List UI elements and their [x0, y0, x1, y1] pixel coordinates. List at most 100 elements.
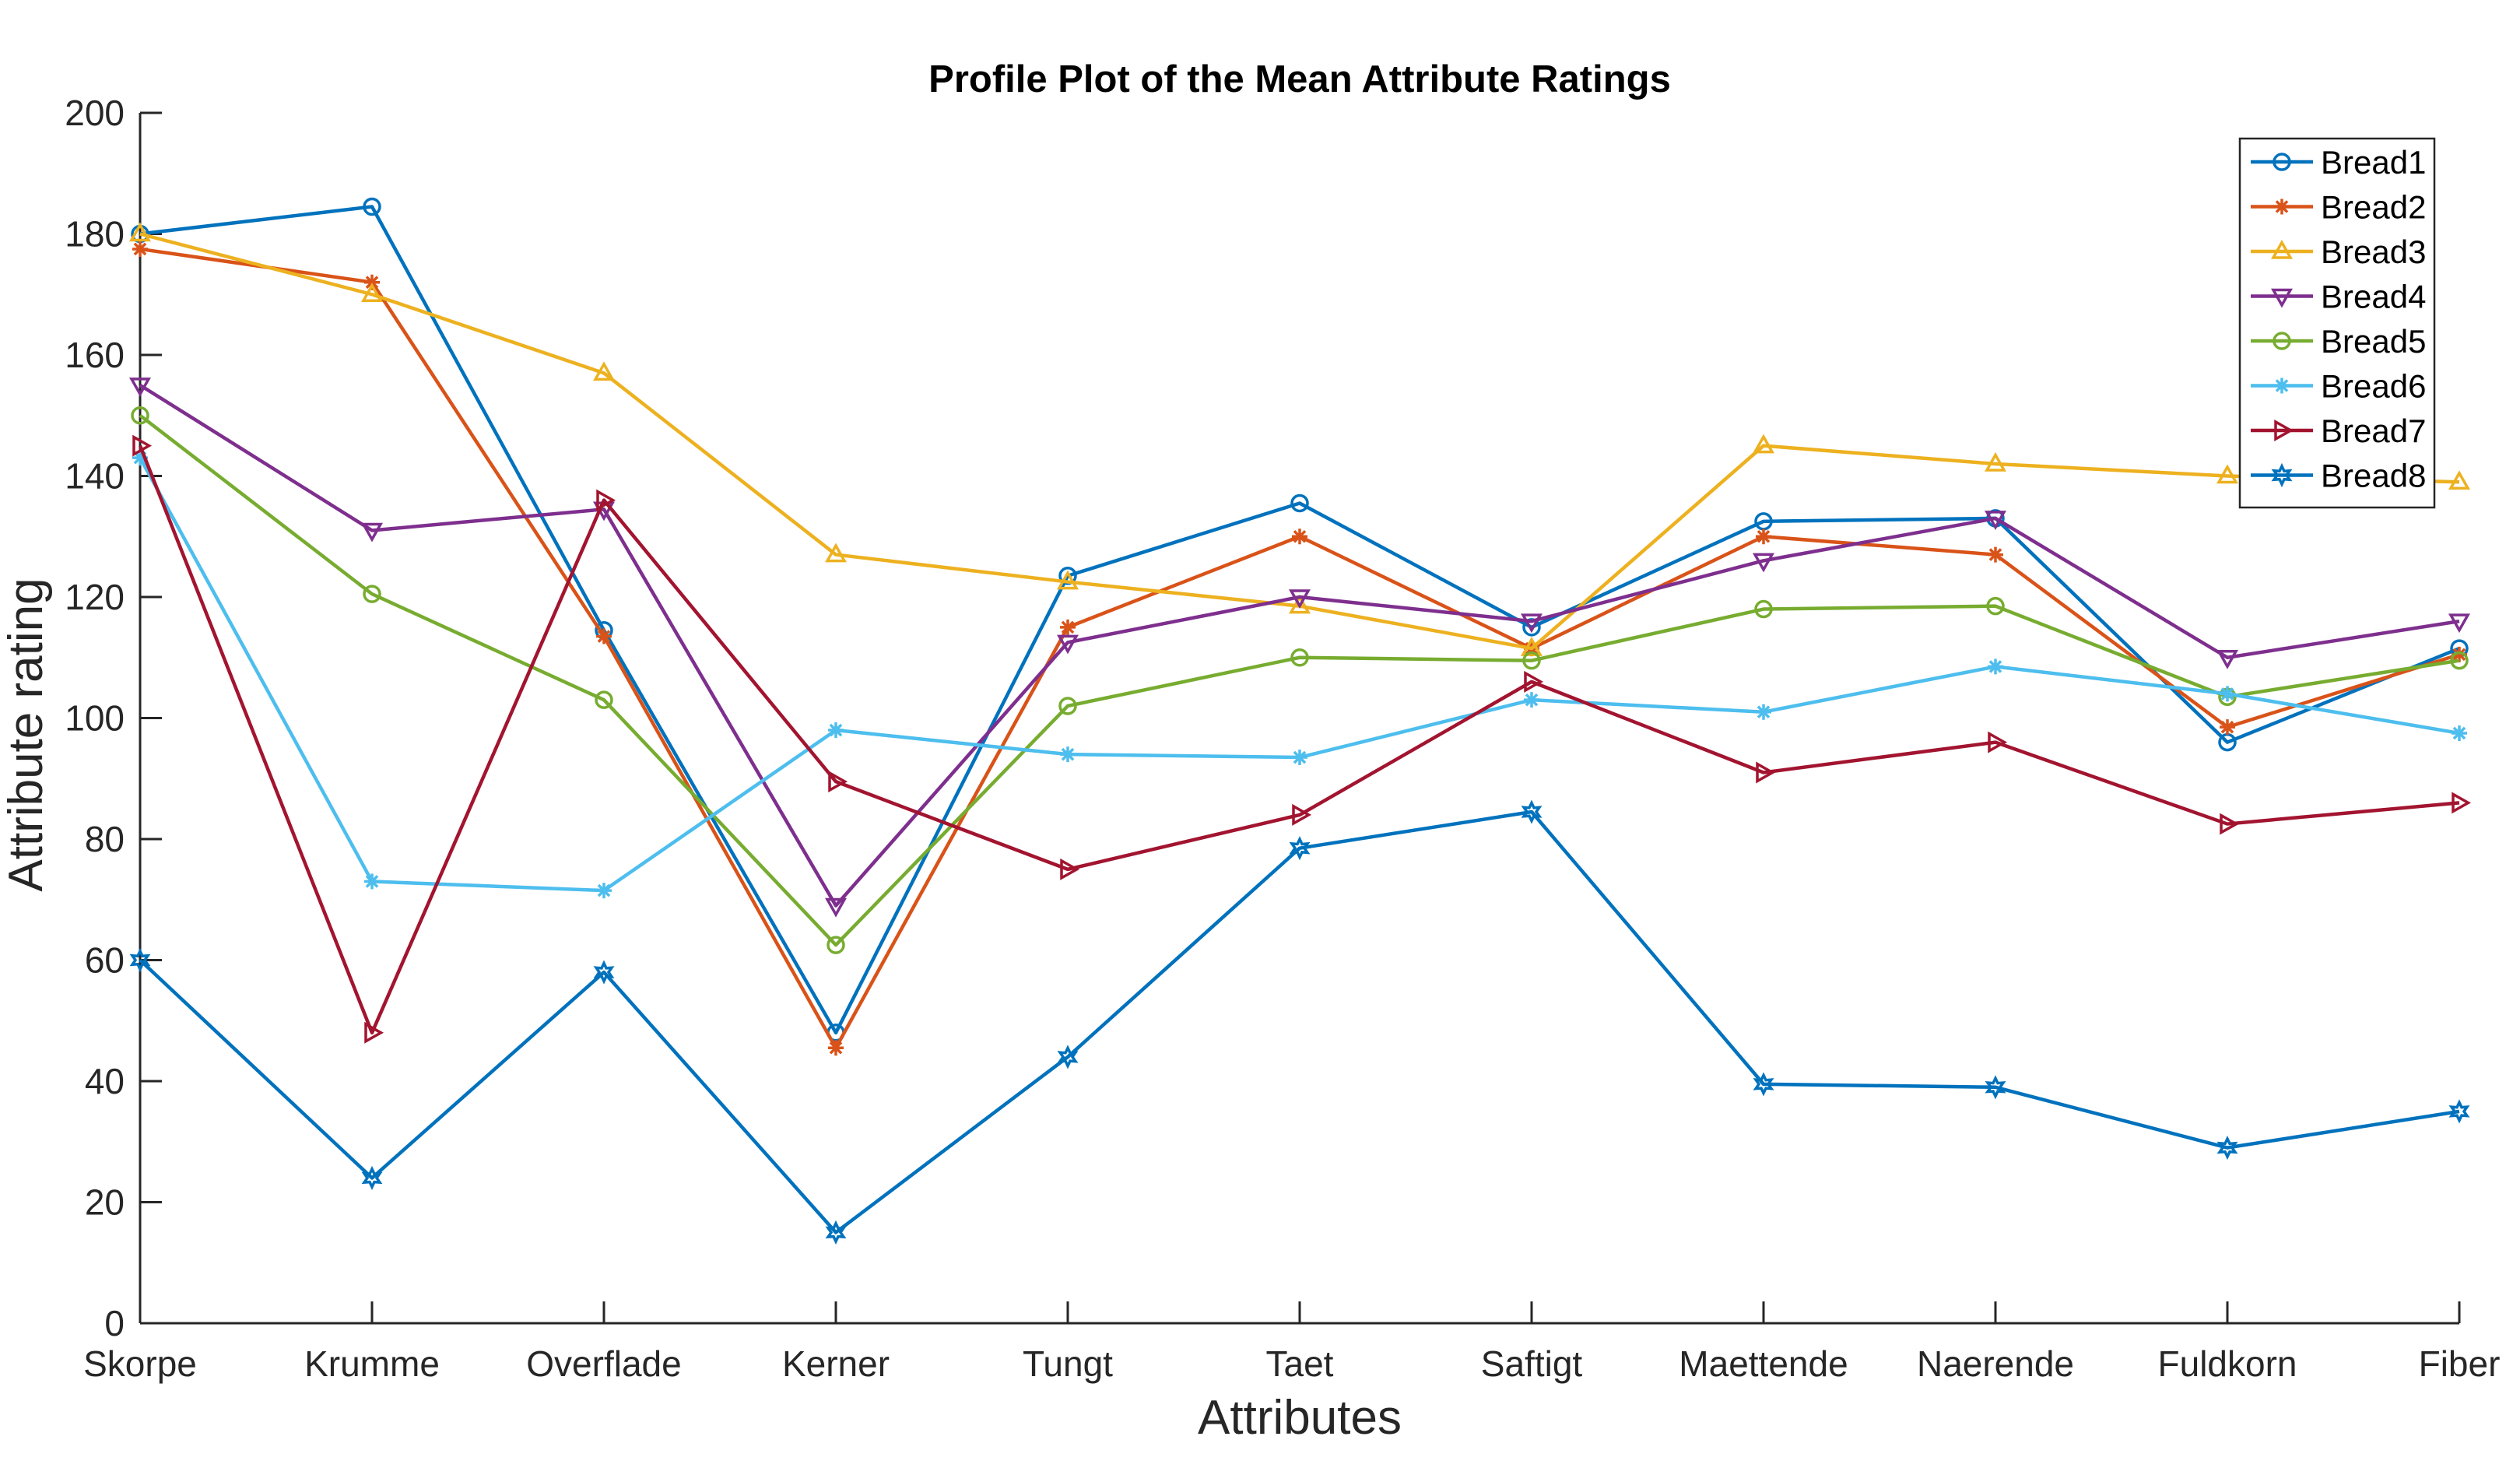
legend-item-bread4: Bread4 — [2251, 279, 2426, 315]
x-tick-label: Taet — [1266, 1343, 1334, 1384]
data-point — [1057, 634, 1079, 655]
data-point — [1985, 1075, 2006, 1100]
data-point — [361, 522, 383, 543]
data-point — [2448, 470, 2470, 490]
y-tick-label: 120 — [65, 577, 125, 617]
data-point — [1521, 637, 1543, 656]
legend-marker — [2273, 332, 2291, 350]
legend-box — [2238, 137, 2436, 509]
data-point — [1521, 613, 1543, 634]
data-point — [825, 1220, 847, 1245]
series-line — [139, 809, 2460, 1234]
data-point — [1756, 529, 1771, 545]
legend: Bread1 Bread2 Bread3 Bread4 Bread5 Bread6 Brea… — [2238, 137, 2436, 509]
series-line — [139, 383, 2460, 908]
series-bread5 — [131, 406, 2469, 954]
y-tick-label: 60 — [85, 940, 125, 981]
legend-label: Bread6 — [2321, 368, 2426, 405]
data-point — [1290, 493, 1309, 513]
y-tick-label: 180 — [65, 214, 125, 255]
series-line — [139, 413, 2460, 947]
data-point — [1988, 731, 2008, 753]
data-point — [1292, 750, 1307, 766]
data-point — [828, 722, 844, 739]
x-tick-label: Skorpe — [83, 1343, 197, 1384]
data-point — [1289, 589, 1311, 609]
chart-title: Profile Plot of the Mean Attribute Ratin… — [928, 58, 1671, 100]
data-point — [129, 222, 151, 242]
data-point — [2448, 613, 2470, 634]
data-point — [361, 283, 383, 302]
data-point — [1753, 434, 1774, 454]
x-tick-label: Krumme — [304, 1343, 440, 1384]
series-bread8 — [129, 799, 2470, 1245]
x-tick-label: Kerner — [782, 1343, 890, 1384]
data-point — [1060, 746, 1076, 763]
data-point — [1988, 658, 2003, 675]
series-bread4 — [129, 378, 2470, 918]
legend-label: Bread4 — [2321, 279, 2426, 315]
data-point — [1986, 596, 2005, 616]
data-point — [1292, 803, 1312, 826]
data-point — [129, 947, 151, 973]
legend-label: Bread5 — [2321, 323, 2426, 360]
y-tick-label: 160 — [65, 335, 125, 375]
data-point — [2216, 650, 2238, 669]
data-point — [2220, 719, 2235, 736]
data-point — [1753, 1072, 1774, 1097]
data-point — [1756, 704, 1771, 720]
x-tick-label: Tungt — [1023, 1343, 1113, 1384]
data-point — [364, 873, 380, 890]
y-axis-title: Attribute rating — [0, 578, 53, 891]
legend-label: Bread8 — [2321, 458, 2426, 494]
data-point — [363, 585, 381, 603]
legend-marker — [2274, 420, 2294, 441]
legend-item-bread7: Bread7 — [2251, 413, 2426, 449]
series-bread6 — [132, 450, 2467, 899]
y-tick-label: 0 — [104, 1303, 125, 1343]
data-point — [596, 628, 612, 644]
y-tick-label: 140 — [65, 456, 125, 497]
x-tick-label: Naerende — [1917, 1343, 2074, 1384]
data-point — [1522, 651, 1541, 670]
data-point — [1756, 761, 1776, 784]
legend-marker — [2271, 288, 2293, 308]
x-tick-label: Overflade — [526, 1343, 681, 1384]
data-point — [2452, 646, 2467, 662]
legend-item-bread3: Bread3 — [2251, 234, 2426, 270]
data-point — [593, 361, 615, 381]
series-line — [139, 205, 2460, 1035]
y-tick-label: 40 — [85, 1061, 125, 1101]
data-point — [361, 1165, 383, 1190]
data-point — [1985, 451, 2006, 472]
legend-item-bread1: Bread1 — [2251, 144, 2426, 181]
data-point — [828, 771, 848, 793]
data-point — [132, 241, 148, 257]
data-point — [364, 1021, 384, 1044]
legend-marker — [2274, 378, 2290, 394]
data-point — [1060, 858, 1080, 880]
y-tick-label: 20 — [85, 1182, 125, 1223]
data-point — [1058, 697, 1077, 715]
data-point — [132, 434, 153, 457]
data-point — [2220, 686, 2235, 702]
legend-marker — [2273, 153, 2291, 171]
data-point — [825, 897, 847, 918]
data-point — [363, 197, 381, 216]
data-point — [827, 936, 845, 954]
data-point — [2452, 725, 2467, 741]
legend-item-bread5: Bread5 — [2251, 323, 2426, 360]
data-point — [1524, 670, 1544, 693]
series-line — [138, 444, 2460, 1035]
data-point — [2448, 1099, 2470, 1124]
legend-label: Bread7 — [2321, 413, 2426, 449]
legend-marker — [2274, 198, 2290, 215]
x-axis-title: Attributes — [1198, 1391, 1402, 1445]
data-point — [1754, 599, 1773, 619]
data-point — [1524, 692, 1539, 708]
x-tick-label: Saftigt — [1481, 1343, 1583, 1384]
legend-marker — [2271, 239, 2293, 259]
y-tick-label: 80 — [85, 819, 125, 859]
data-point — [132, 450, 148, 466]
